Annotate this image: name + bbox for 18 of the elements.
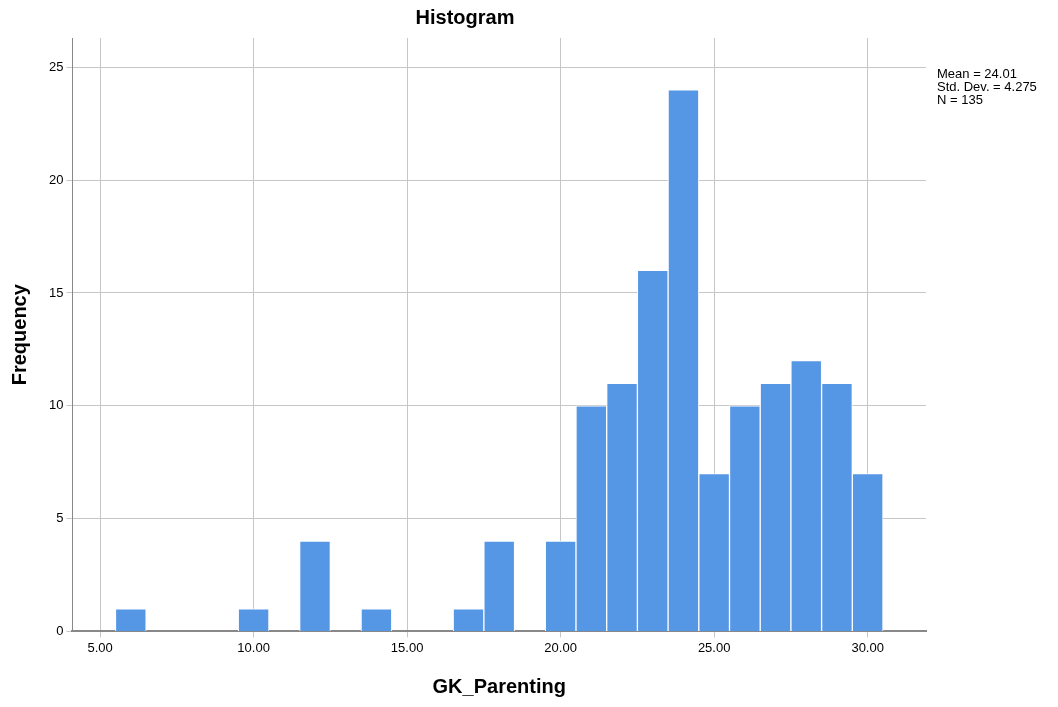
y-tick-label: 15 (48, 284, 64, 300)
x-tick-label: 15.00 (390, 639, 424, 655)
y-tick-label: 20 (48, 171, 64, 187)
x-axis-title: GK_Parenting (432, 674, 566, 697)
y-tick-label: 0 (56, 622, 64, 638)
y-tick-label: 10 (48, 397, 64, 413)
text: Mean = 24.01 (937, 66, 1017, 82)
text: Std. Dev. = 4.275 (937, 79, 1037, 95)
x-tick-label: 30.00 (851, 639, 884, 655)
chart-title: Histogram (415, 5, 515, 28)
x-tick-label: 10.00 (237, 639, 270, 655)
y-axis-title: Frequency (7, 283, 30, 386)
x-tick-label: 5.00 (87, 639, 113, 655)
x-tick-label: 25.00 (697, 639, 731, 655)
text: N = 135 (937, 92, 983, 108)
y-tick-label: 25 (48, 58, 64, 74)
x-tick-label: 20.00 (544, 639, 577, 655)
y-tick-label: 5 (56, 510, 64, 526)
